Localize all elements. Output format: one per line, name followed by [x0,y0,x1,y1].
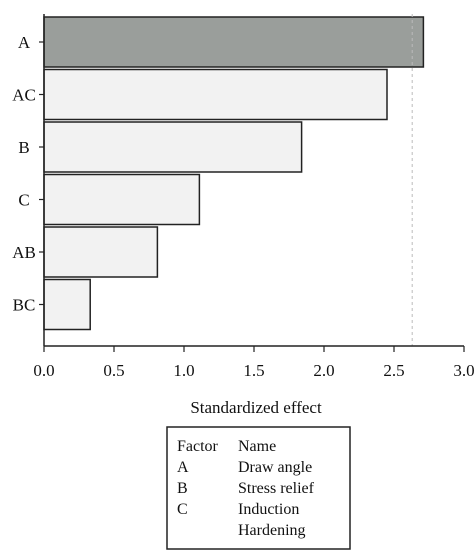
x-tick-label-2: 1.0 [173,361,194,380]
bar-c [43,173,201,226]
category-label-a: A [18,33,31,52]
legend-factor-b: B [177,480,188,497]
x-tick-label-0: 0.0 [33,361,54,380]
legend-name-c: Induction [238,501,299,518]
category-label-bc: BC [13,296,36,315]
x-tick-label-5: 2.5 [383,361,404,380]
bar-ab [43,226,159,278]
category-label-ac: AC [12,86,36,105]
legend-name-b: Stress relief [238,480,315,497]
legend-header-factor: Factor [177,438,219,455]
legend-name-a: Draw angle [238,459,312,476]
ticks-layer: 0.0 0.5 1.0 1.5 2.0 2.5 3.0 [33,346,474,380]
legend-header-name: Name [238,438,276,455]
x-tick-label-4: 2.0 [313,361,334,380]
category-label-c: C [18,191,29,210]
bar-ac [43,68,388,121]
x-axis-title: Standardized effect [190,398,322,417]
bar-bc [43,278,91,331]
category-label-ab: AB [12,243,36,262]
category-label-b: B [18,138,29,157]
legend-name-c-cont: Hardening [238,522,306,539]
x-tick-label-3: 1.5 [243,361,264,380]
legend-box [166,426,351,550]
bar-b [43,121,303,173]
x-tick-label-6: 3.0 [453,361,474,380]
x-tick-label-1: 0.5 [103,361,124,380]
legend-factor-c: C [177,501,188,518]
bar-a [43,16,425,68]
legend: Factor Name A Draw angle B Stress relief… [166,426,351,550]
legend-factor-a: A [177,459,189,476]
